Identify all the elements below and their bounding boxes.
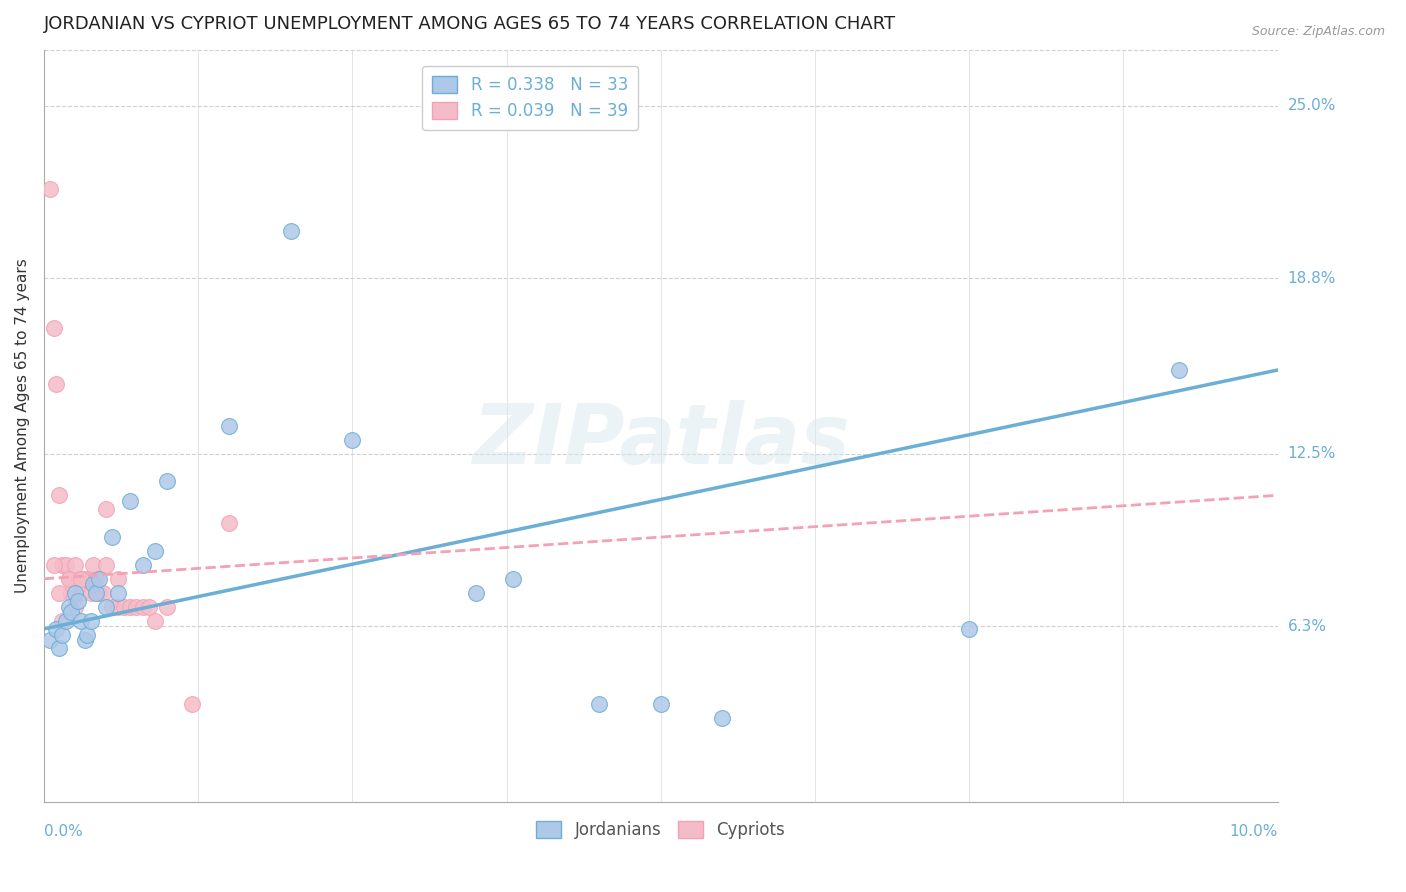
- Y-axis label: Unemployment Among Ages 65 to 74 years: Unemployment Among Ages 65 to 74 years: [15, 259, 30, 593]
- Text: ZIPatlas: ZIPatlas: [472, 401, 849, 482]
- Point: [342, 433, 364, 447]
- Point: [58, 572, 80, 586]
- Text: 0.0%: 0.0%: [44, 824, 83, 838]
- Point: [72, 572, 94, 586]
- Point: [42, 321, 65, 335]
- Point: [63, 586, 86, 600]
- Point: [181, 697, 204, 711]
- Point: [107, 586, 129, 600]
- Point: [138, 599, 160, 614]
- Point: [70, 586, 93, 600]
- Point: [131, 599, 153, 614]
- Point: [60, 586, 83, 600]
- Point: [80, 614, 103, 628]
- Point: [76, 572, 98, 586]
- Point: [67, 594, 90, 608]
- Point: [51, 614, 73, 628]
- Point: [48, 488, 70, 502]
- Point: [48, 641, 70, 656]
- Point: [39, 633, 62, 648]
- Point: [120, 494, 142, 508]
- Point: [218, 418, 240, 433]
- Point: [89, 586, 111, 600]
- Point: [82, 577, 104, 591]
- Point: [82, 572, 104, 586]
- Text: JORDANIAN VS CYPRIOT UNEMPLOYMENT AMONG AGES 65 TO 74 YEARS CORRELATION CHART: JORDANIAN VS CYPRIOT UNEMPLOYMENT AMONG …: [44, 15, 896, 33]
- Point: [112, 599, 135, 614]
- Point: [107, 572, 129, 586]
- Point: [70, 614, 93, 628]
- Point: [91, 586, 114, 600]
- Point: [156, 599, 179, 614]
- Point: [94, 502, 117, 516]
- Point: [156, 475, 179, 489]
- Point: [67, 572, 90, 586]
- Point: [502, 572, 524, 586]
- Point: [76, 627, 98, 641]
- Point: [650, 697, 672, 711]
- Text: 12.5%: 12.5%: [1288, 446, 1336, 461]
- Text: 25.0%: 25.0%: [1288, 98, 1336, 113]
- Point: [45, 376, 67, 391]
- Point: [120, 599, 142, 614]
- Text: 6.3%: 6.3%: [1288, 619, 1326, 633]
- Point: [63, 599, 86, 614]
- Point: [55, 614, 77, 628]
- Point: [55, 558, 77, 572]
- Point: [94, 599, 117, 614]
- Point: [51, 558, 73, 572]
- Point: [100, 599, 122, 614]
- Point: [100, 530, 122, 544]
- Point: [588, 697, 610, 711]
- Point: [94, 558, 117, 572]
- Point: [280, 224, 302, 238]
- Legend: Jordanians, Cypriots: Jordanians, Cypriots: [530, 814, 792, 846]
- Point: [60, 605, 83, 619]
- Point: [711, 711, 734, 725]
- Point: [39, 182, 62, 196]
- Point: [58, 599, 80, 614]
- Point: [70, 572, 93, 586]
- Point: [42, 558, 65, 572]
- Text: Source: ZipAtlas.com: Source: ZipAtlas.com: [1251, 25, 1385, 38]
- Point: [84, 586, 107, 600]
- Point: [80, 586, 103, 600]
- Point: [107, 599, 129, 614]
- Point: [143, 544, 166, 558]
- Point: [218, 516, 240, 530]
- Point: [58, 572, 80, 586]
- Point: [464, 586, 486, 600]
- Point: [48, 586, 70, 600]
- Text: 10.0%: 10.0%: [1229, 824, 1278, 838]
- Point: [82, 558, 104, 572]
- Point: [63, 558, 86, 572]
- Point: [1168, 363, 1191, 377]
- Point: [45, 622, 67, 636]
- Text: 18.8%: 18.8%: [1288, 270, 1336, 285]
- Point: [84, 572, 107, 586]
- Point: [73, 633, 96, 648]
- Point: [89, 572, 111, 586]
- Point: [51, 627, 73, 641]
- Point: [957, 622, 980, 636]
- Point: [143, 614, 166, 628]
- Point: [125, 599, 148, 614]
- Point: [131, 558, 153, 572]
